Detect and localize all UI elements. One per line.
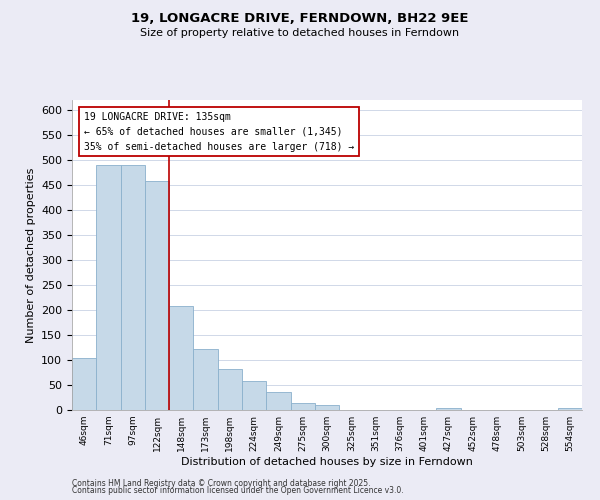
Bar — [169, 306, 193, 410]
Text: Contains public sector information licensed under the Open Government Licence v3: Contains public sector information licen… — [72, 486, 404, 495]
Bar — [290, 402, 315, 410]
Bar — [558, 408, 582, 410]
Bar — [121, 164, 145, 410]
Bar — [72, 358, 96, 410]
Bar — [218, 369, 242, 410]
Text: Contains HM Land Registry data © Crown copyright and database right 2025.: Contains HM Land Registry data © Crown c… — [72, 478, 371, 488]
Bar — [315, 404, 339, 410]
Text: 19, LONGACRE DRIVE, FERNDOWN, BH22 9EE: 19, LONGACRE DRIVE, FERNDOWN, BH22 9EE — [131, 12, 469, 26]
Y-axis label: Number of detached properties: Number of detached properties — [26, 168, 35, 342]
Bar — [436, 408, 461, 410]
Bar — [96, 164, 121, 410]
Bar — [193, 348, 218, 410]
Bar — [266, 392, 290, 410]
Text: Size of property relative to detached houses in Ferndown: Size of property relative to detached ho… — [140, 28, 460, 38]
Bar — [242, 381, 266, 410]
Text: 19 LONGACRE DRIVE: 135sqm
← 65% of detached houses are smaller (1,345)
35% of se: 19 LONGACRE DRIVE: 135sqm ← 65% of detac… — [84, 112, 355, 152]
Bar — [145, 181, 169, 410]
X-axis label: Distribution of detached houses by size in Ferndown: Distribution of detached houses by size … — [181, 457, 473, 467]
